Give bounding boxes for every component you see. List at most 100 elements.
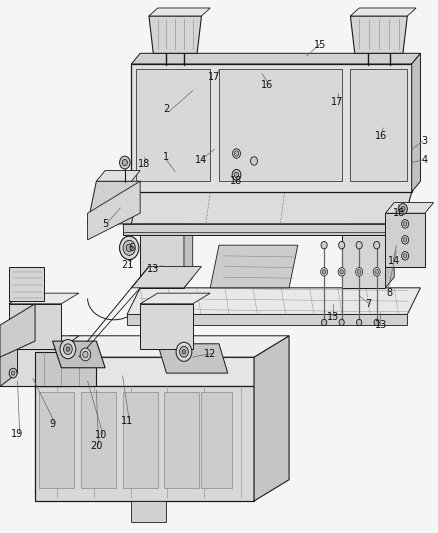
Polygon shape — [342, 235, 385, 288]
Circle shape — [338, 268, 345, 276]
Circle shape — [83, 351, 88, 358]
Text: 13: 13 — [327, 312, 339, 322]
Polygon shape — [342, 224, 394, 235]
Circle shape — [66, 347, 70, 351]
Polygon shape — [131, 53, 420, 64]
Text: 14: 14 — [388, 256, 400, 266]
Polygon shape — [385, 203, 434, 213]
Circle shape — [357, 319, 362, 326]
Circle shape — [9, 368, 17, 378]
Circle shape — [340, 270, 343, 274]
Text: 21: 21 — [121, 261, 133, 270]
Circle shape — [234, 151, 239, 156]
Text: 19: 19 — [11, 430, 24, 439]
Polygon shape — [0, 336, 79, 349]
Polygon shape — [385, 224, 394, 288]
Circle shape — [399, 204, 407, 214]
Circle shape — [322, 270, 326, 274]
Text: 9: 9 — [49, 419, 56, 429]
Text: 4: 4 — [422, 155, 428, 165]
Circle shape — [402, 236, 409, 244]
Circle shape — [251, 157, 258, 165]
Polygon shape — [350, 69, 407, 181]
Polygon shape — [412, 53, 420, 192]
Text: 10: 10 — [95, 431, 107, 440]
Circle shape — [180, 346, 188, 357]
Circle shape — [234, 172, 239, 177]
Text: 13: 13 — [375, 320, 387, 330]
Polygon shape — [136, 69, 210, 181]
Polygon shape — [88, 181, 140, 240]
Circle shape — [401, 206, 405, 212]
Circle shape — [233, 149, 240, 158]
Text: 16: 16 — [375, 131, 387, 141]
Text: 6: 6 — [128, 243, 134, 253]
Circle shape — [80, 348, 91, 361]
Text: 17: 17 — [208, 72, 221, 82]
Polygon shape — [254, 336, 289, 501]
Circle shape — [339, 241, 345, 249]
Polygon shape — [123, 181, 131, 224]
Circle shape — [402, 252, 409, 260]
Polygon shape — [164, 392, 199, 488]
Polygon shape — [88, 181, 140, 224]
Polygon shape — [35, 357, 254, 386]
Polygon shape — [140, 304, 193, 349]
Polygon shape — [81, 392, 116, 488]
Polygon shape — [9, 293, 79, 304]
Polygon shape — [0, 336, 18, 386]
Circle shape — [11, 371, 15, 375]
Circle shape — [182, 350, 186, 354]
Polygon shape — [0, 304, 35, 357]
Circle shape — [321, 319, 327, 326]
Text: 11: 11 — [121, 416, 133, 426]
Polygon shape — [131, 266, 201, 288]
Polygon shape — [131, 501, 166, 522]
Circle shape — [374, 241, 380, 249]
Text: 20: 20 — [90, 441, 102, 451]
Circle shape — [403, 222, 407, 226]
Polygon shape — [53, 341, 105, 368]
Circle shape — [403, 238, 407, 242]
Polygon shape — [35, 352, 96, 386]
Text: 18: 18 — [392, 208, 405, 218]
Circle shape — [374, 319, 379, 326]
Circle shape — [403, 254, 407, 258]
Circle shape — [123, 240, 135, 255]
Text: 12: 12 — [204, 350, 216, 359]
Polygon shape — [140, 213, 193, 224]
Circle shape — [357, 270, 361, 274]
Text: 1: 1 — [163, 152, 170, 162]
Circle shape — [356, 268, 363, 276]
Circle shape — [339, 319, 344, 326]
Circle shape — [402, 220, 409, 228]
Polygon shape — [123, 192, 412, 224]
Polygon shape — [149, 8, 210, 16]
Polygon shape — [123, 224, 403, 235]
Polygon shape — [123, 224, 403, 232]
Circle shape — [176, 342, 192, 361]
Circle shape — [126, 244, 132, 252]
Polygon shape — [158, 344, 228, 373]
Text: 13: 13 — [147, 264, 159, 274]
Text: 5: 5 — [102, 219, 108, 229]
Text: 15: 15 — [314, 41, 326, 50]
Circle shape — [232, 169, 241, 180]
Circle shape — [120, 236, 139, 260]
Polygon shape — [123, 392, 158, 488]
Polygon shape — [39, 392, 74, 488]
Text: 8: 8 — [387, 288, 393, 298]
Polygon shape — [184, 213, 193, 288]
Circle shape — [356, 241, 362, 249]
Polygon shape — [210, 245, 298, 288]
Polygon shape — [131, 64, 412, 192]
Circle shape — [375, 270, 378, 274]
Text: 7: 7 — [365, 299, 371, 309]
Text: 3: 3 — [422, 136, 428, 146]
Text: 16: 16 — [261, 80, 273, 90]
Polygon shape — [9, 266, 44, 301]
Text: 2: 2 — [163, 104, 170, 114]
Polygon shape — [219, 69, 342, 181]
Polygon shape — [350, 16, 407, 53]
Circle shape — [64, 344, 72, 354]
